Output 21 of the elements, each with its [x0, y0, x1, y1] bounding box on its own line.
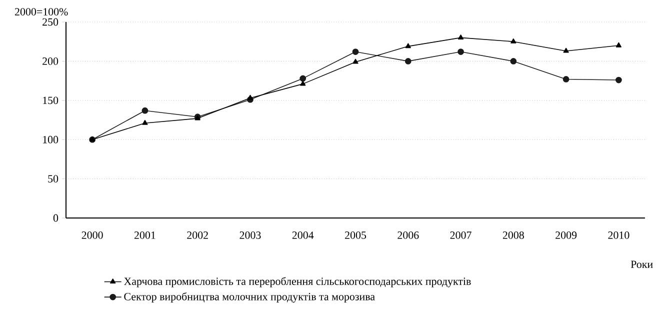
x-tick-label: 2001 — [134, 231, 156, 239]
y-tick-label: 50 — [48, 175, 58, 182]
y-tick-label: 200 — [42, 58, 58, 65]
y-tick-label: 100 — [43, 136, 58, 144]
x-tick-label: 2000 — [82, 231, 103, 239]
x-tick-label: 2006 — [398, 231, 419, 239]
y-tick-label: 0 — [53, 214, 58, 222]
x-tick-label: 2010 — [608, 231, 630, 239]
y-tick-label: 150 — [43, 96, 58, 104]
x-axis-title: Роки — [630, 260, 653, 268]
y-tick-label: 250 — [42, 18, 58, 26]
legend-label: Харчова промисловість та перероблення сільськогосподарських продуктів — [124, 277, 471, 288]
x-tick-label: 2004 — [292, 231, 314, 239]
x-tick-label: 2009 — [556, 231, 577, 239]
x-tick-label: 2008 — [502, 231, 524, 239]
x-tick-label: 2007 — [450, 231, 472, 239]
x-tick-label: 2005 — [345, 231, 366, 239]
x-tick-label: 2003 — [240, 231, 261, 239]
x-tick-label: 2002 — [187, 231, 208, 239]
legend-label: Сектор виробництва молочних продуктів та морозива — [124, 292, 375, 303]
y-axis-title: 2000=100% — [15, 8, 68, 16]
